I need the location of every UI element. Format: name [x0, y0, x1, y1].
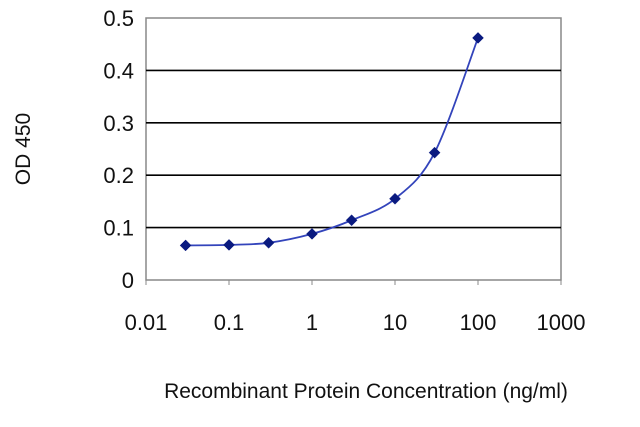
data-point: [179, 239, 192, 252]
y-axis-title: OD 450: [12, 113, 35, 185]
y-axis-tick-labels: 0 0.1 0.2 0.3 0.4 0.5: [103, 6, 134, 293]
x-tick-label: 0.1: [214, 310, 245, 335]
x-tick-label: 1: [306, 310, 318, 335]
data-point: [306, 228, 318, 240]
y-tick-label: 0: [122, 268, 134, 293]
y-tick-label: 0.1: [103, 216, 134, 241]
data-point: [223, 239, 235, 251]
x-tick-label: 10: [383, 310, 407, 335]
grid-lines: [146, 69, 561, 229]
x-axis-tick-labels: 0.01 0.1 1 10 100 1000: [125, 280, 586, 335]
y-tick-label: 0.5: [103, 6, 134, 31]
data-point: [472, 32, 484, 44]
x-tick-label: 100: [460, 310, 497, 335]
data-point: [389, 192, 401, 205]
data-point: [428, 146, 441, 159]
series-line: [185, 37, 479, 247]
y-tick-label: 0.4: [103, 58, 134, 83]
y-tick-label: 0.3: [103, 111, 134, 136]
series-group: [179, 32, 484, 252]
data-point: [345, 214, 358, 227]
y-tick-label: 0.2: [103, 163, 134, 188]
x-tick-label: 1000: [537, 310, 586, 335]
x-tick-label: 0.01: [125, 310, 168, 335]
data-point: [262, 236, 275, 249]
plot-area: [145, 17, 562, 281]
x-axis-title: Recombinant Protein Concentration (ng/ml…: [164, 380, 568, 403]
